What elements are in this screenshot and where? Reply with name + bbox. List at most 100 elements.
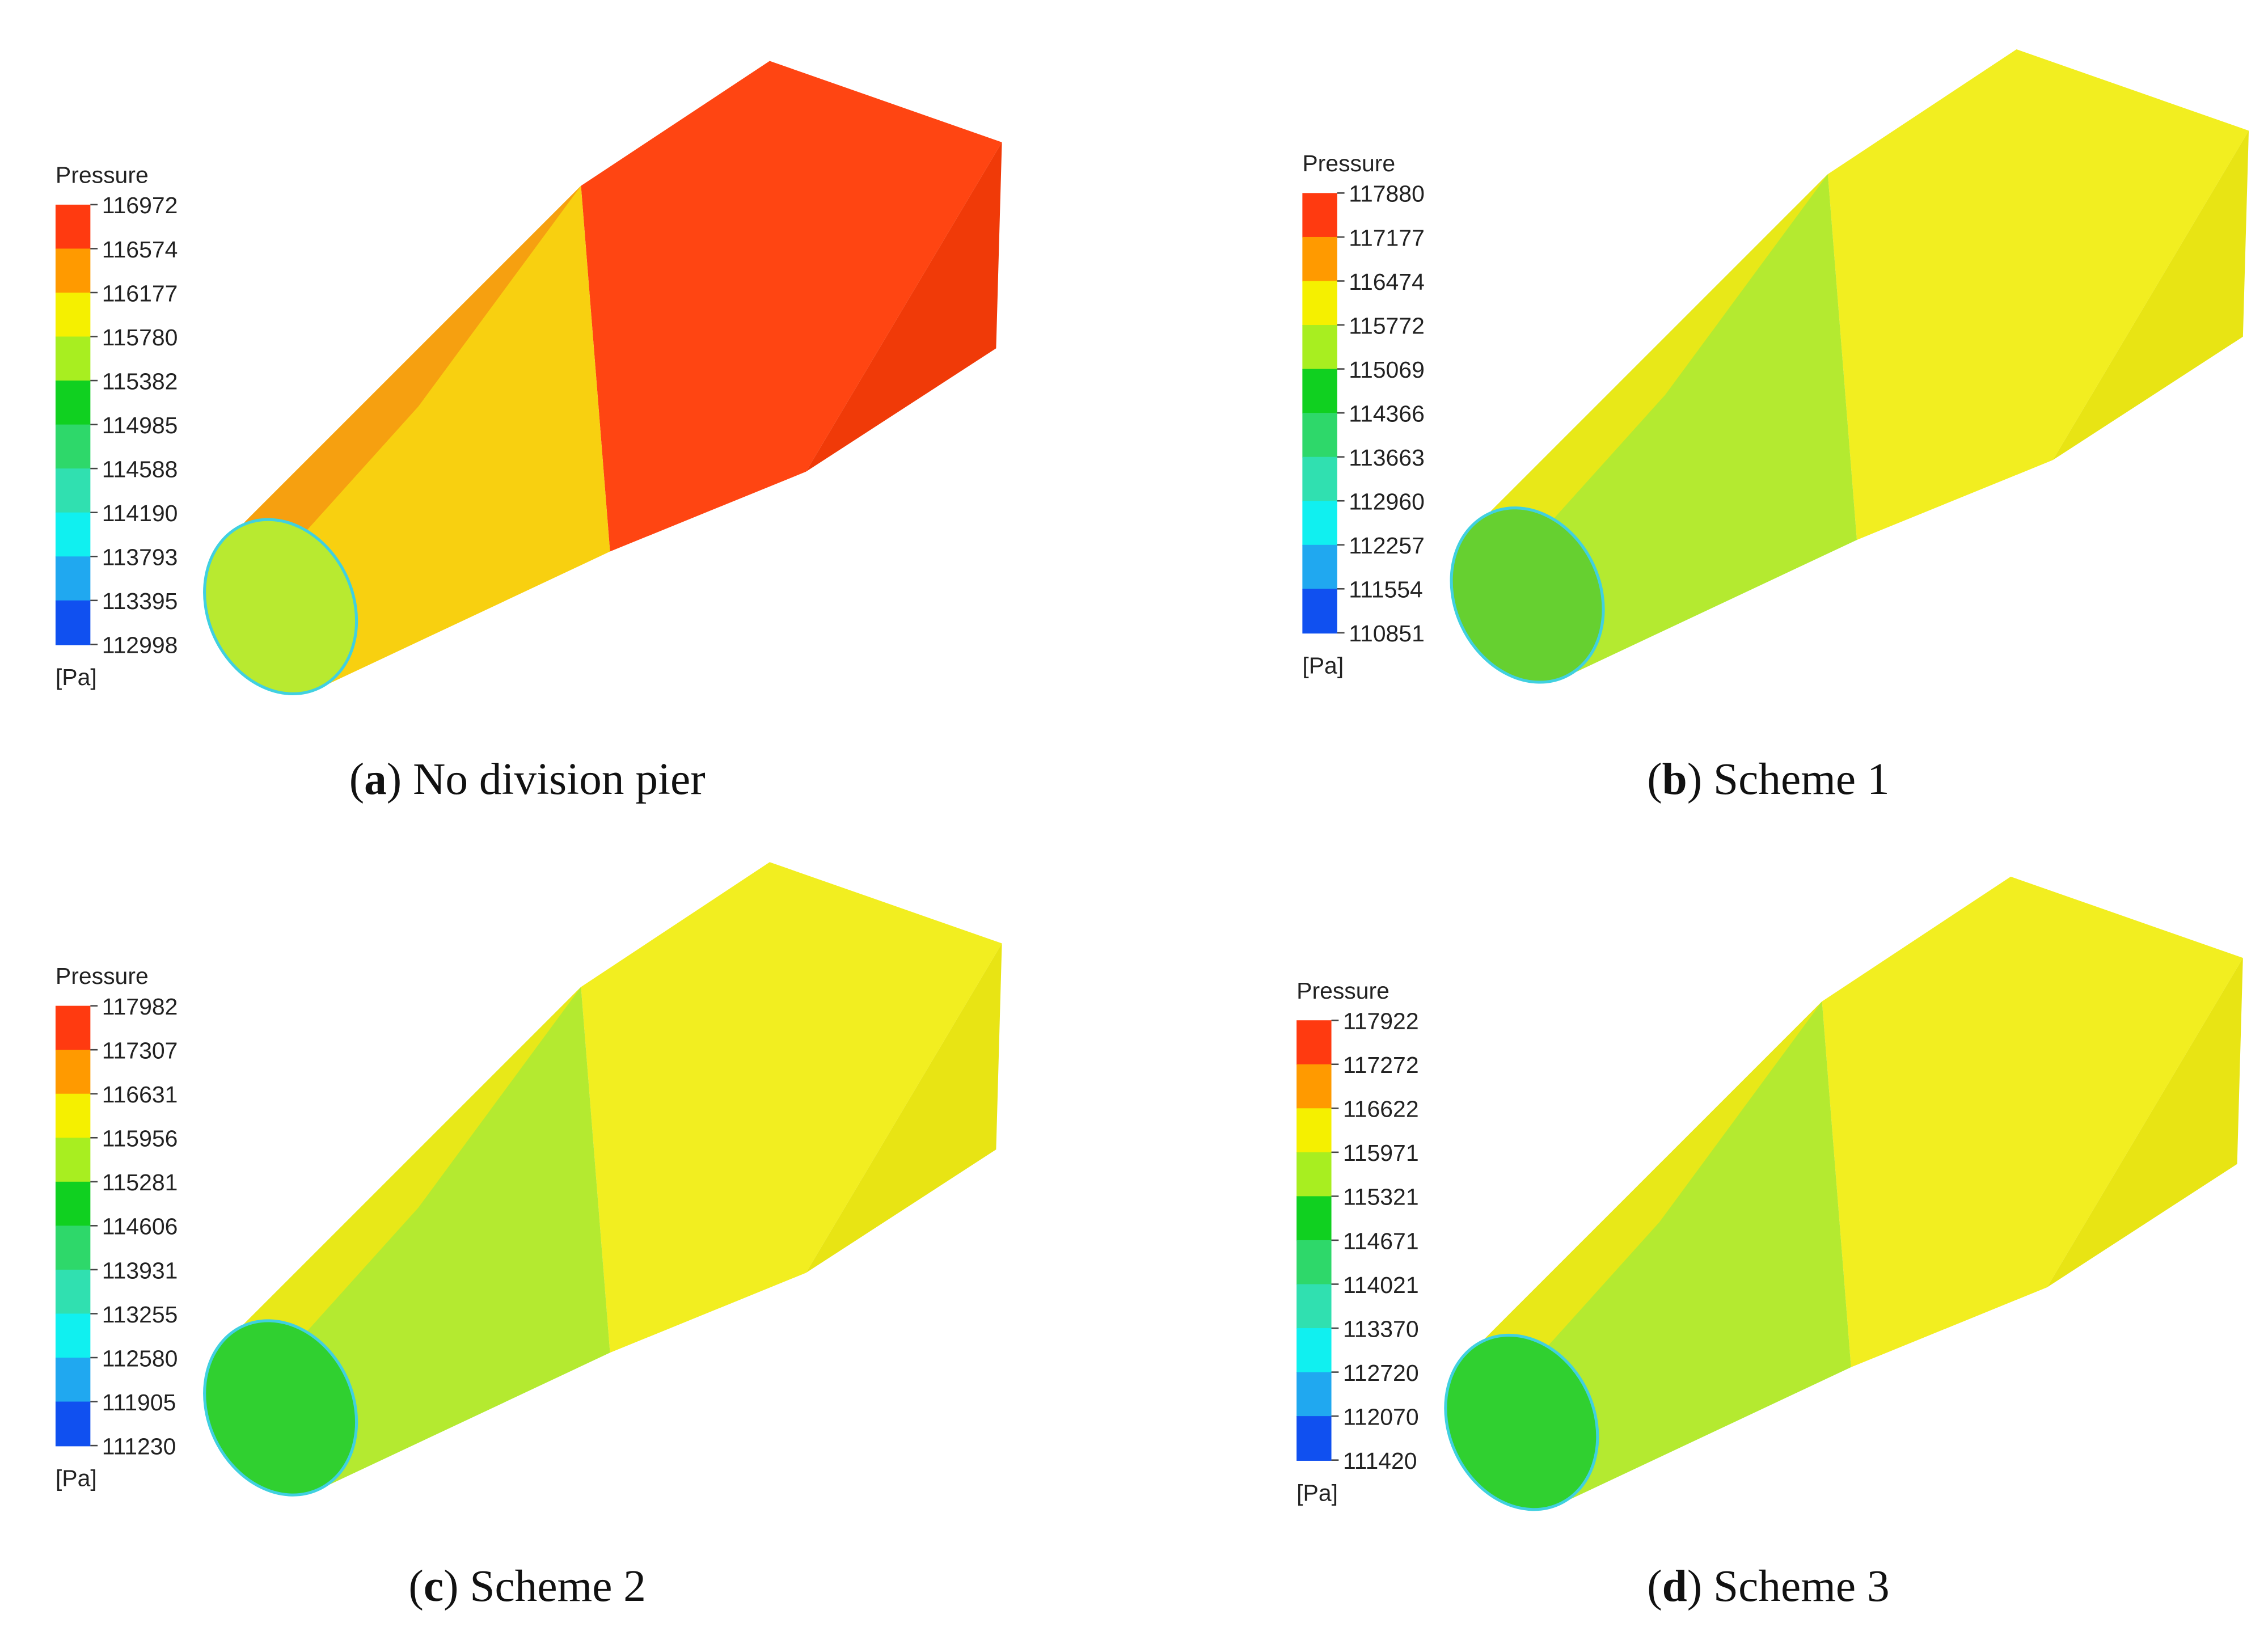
duct-box-top	[581, 862, 1002, 1353]
legend-color	[55, 600, 91, 645]
legend-color	[55, 1138, 91, 1183]
legend-tick-label: 115382	[102, 368, 178, 394]
panel: Pressure 117922 117272 116622 115971 115321 11…	[1296, 876, 2243, 1611]
legend-color	[1296, 1196, 1332, 1241]
legend-tick-label: 115321	[1343, 1184, 1419, 1210]
caption: (d) Scheme 3	[1647, 1561, 1889, 1611]
legend-color	[55, 204, 91, 250]
caption-part: No division pier	[402, 754, 705, 804]
legend-color	[1296, 1240, 1332, 1285]
legend-color	[55, 556, 91, 602]
duct-cylinder-top	[1491, 174, 1828, 540]
legend-tick-label: 117177	[1349, 225, 1425, 251]
legend-unit: [Pa]	[1302, 653, 1344, 679]
panel: Pressure 117982 117307 116631 115956 115281 11…	[55, 862, 1002, 1611]
duct-box-side	[806, 142, 1002, 472]
legend-tick-label: 112070	[1343, 1404, 1419, 1430]
caption-part: )	[387, 754, 402, 804]
legend-color	[1296, 1020, 1332, 1066]
legend-color	[1302, 544, 1337, 590]
legend-color	[1302, 369, 1337, 414]
legend-color	[55, 1357, 91, 1402]
legend-tick-label: 114190	[102, 500, 178, 526]
legend-tick-label: 112960	[1349, 489, 1425, 515]
caption-part: Scheme 1	[1702, 754, 1889, 804]
legend-tick-label: 114985	[102, 412, 178, 438]
duct-inlet	[1450, 506, 1605, 684]
legend-color	[1302, 457, 1337, 502]
legend-color	[55, 468, 91, 513]
legend-color	[1302, 236, 1337, 282]
duct-box-top	[1827, 49, 2249, 540]
legend-color	[1296, 1152, 1332, 1197]
legend-tick-label: 116474	[1349, 269, 1425, 295]
legend-title: Pressure	[56, 162, 149, 188]
caption: (c) Scheme 2	[408, 1561, 646, 1611]
legend-tick-label: 115772	[1349, 312, 1425, 339]
duct-inlet	[203, 518, 358, 695]
legend-tick-label: 113255	[102, 1301, 178, 1328]
legend-title: Pressure	[56, 963, 149, 989]
legend-tick-label: 110851	[1349, 620, 1425, 646]
duct-cylinder-top	[244, 185, 581, 552]
caption: (b) Scheme 1	[1647, 754, 1889, 804]
legend-tick-label: 114366	[1349, 400, 1425, 426]
legend-tick-label: 115780	[102, 324, 178, 350]
legend-color	[1302, 501, 1337, 546]
legend-color	[55, 1181, 91, 1227]
legend-color	[55, 1050, 91, 1094]
legend-tick-label: 117982	[102, 994, 178, 1020]
legend-tick-label: 117922	[1343, 1008, 1419, 1034]
legend-tick-label: 112257	[1349, 533, 1425, 559]
legend-color	[1302, 589, 1337, 634]
legend-color	[1302, 281, 1337, 326]
caption-part: Scheme 2	[459, 1561, 646, 1611]
duct-box-top	[581, 61, 1002, 552]
legend-tick-label: 113663	[1349, 445, 1425, 471]
legend-tick-label: 114671	[1343, 1228, 1419, 1254]
caption-part: Scheme 3	[1702, 1561, 1889, 1611]
legend-unit: [Pa]	[1296, 1480, 1338, 1506]
caption-part: )	[1687, 1561, 1702, 1611]
legend-color	[55, 248, 91, 294]
caption-part: (	[408, 1561, 423, 1611]
legend-tick-label: 114588	[102, 457, 178, 483]
legend-title: Pressure	[1302, 150, 1395, 176]
legend-tick-label: 113370	[1343, 1316, 1419, 1342]
legend-color	[55, 1225, 91, 1271]
legend-tick-label: 112580	[102, 1345, 178, 1371]
legend-color	[1296, 1372, 1332, 1417]
caption-part: (	[349, 754, 364, 804]
legend-color	[1302, 325, 1337, 370]
legend-color	[1296, 1416, 1332, 1461]
panel: Pressure 117880 117177 116474 115772 115069 11…	[1302, 49, 2249, 804]
legend-tick-label: 114021	[1343, 1272, 1419, 1298]
legend-tick-label: 111420	[1343, 1448, 1417, 1474]
legend-tick-label: 111905	[102, 1389, 176, 1415]
legend-tick-label: 116622	[1343, 1096, 1419, 1122]
legend-color	[55, 1005, 91, 1051]
legend-color	[1302, 193, 1337, 238]
legend-color	[1296, 1328, 1332, 1373]
legend-color	[55, 1401, 91, 1447]
caption-part: c	[424, 1561, 444, 1611]
duct-box-side	[806, 943, 1002, 1273]
legend-tick-label: 117272	[1343, 1052, 1419, 1078]
legend-unit: [Pa]	[56, 664, 97, 690]
legend-color	[55, 1093, 91, 1139]
legend-title: Pressure	[1296, 978, 1389, 1004]
duct-cylinder-top	[1485, 1001, 1822, 1367]
legend-tick-label: 116972	[102, 192, 178, 218]
duct-box-side	[2052, 130, 2249, 460]
caption-part: )	[444, 1561, 458, 1611]
legend-tick-label: 111554	[1349, 577, 1423, 603]
legend-color	[55, 1269, 91, 1315]
legend-tick-label: 113931	[102, 1257, 178, 1283]
caption-part: b	[1662, 754, 1687, 804]
legend-color	[1302, 413, 1337, 458]
caption-part: d	[1662, 1561, 1687, 1611]
legend-tick-label: 112720	[1343, 1360, 1419, 1386]
legend-tick-label: 115069	[1349, 357, 1425, 383]
legend-unit: [Pa]	[56, 1465, 97, 1491]
